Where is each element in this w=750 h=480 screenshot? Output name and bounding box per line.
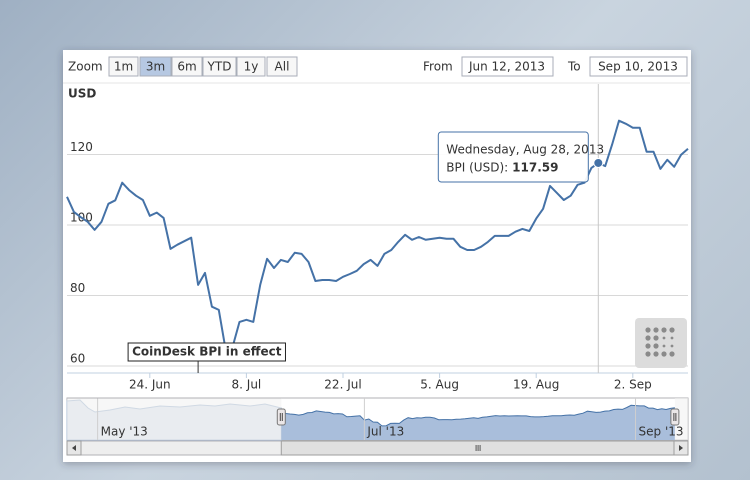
price-line <box>66 119 689 352</box>
flag-text: CoinDesk BPI in effect <box>132 345 282 359</box>
range-button-label[interactable]: 3m <box>146 60 165 74</box>
range-button-label[interactable]: 1m <box>114 60 133 74</box>
navigator-line <box>281 404 675 427</box>
range-button[interactable] <box>108 56 139 77</box>
tooltip-box <box>437 131 589 183</box>
navigator-area <box>281 405 675 440</box>
tooltip-label: BPI (USD): <box>446 161 508 175</box>
from-label: From <box>423 60 453 74</box>
y-tick-label: 80 <box>70 281 85 295</box>
export-button[interactable] <box>635 318 687 368</box>
range-button[interactable] <box>266 56 298 77</box>
hover-marker <box>593 157 604 168</box>
to-input[interactable] <box>589 56 688 77</box>
navigator-mask <box>67 398 282 440</box>
range-button <box>236 56 266 77</box>
to-label: To <box>567 60 581 74</box>
range-button-label: YTD <box>207 60 232 74</box>
navigator-handle[interactable] <box>276 408 286 426</box>
flag-box <box>127 342 286 362</box>
y-tick-label: 60 <box>70 351 85 365</box>
export-bg[interactable] <box>635 318 687 368</box>
navigator-tick-label: Sep '13 <box>639 425 684 439</box>
navigator-handle[interactable] <box>670 408 680 426</box>
range-button[interactable] <box>139 56 172 77</box>
x-tick-label: 8. Jul <box>232 378 262 392</box>
y-axis-title: USD <box>68 87 96 101</box>
scroll-right-arrow <box>679 445 683 451</box>
x-tick-label: 2. Sep <box>614 378 652 392</box>
to-date[interactable]: Sep 10, 2013 <box>598 60 678 74</box>
scroll-left-arrow <box>72 445 76 451</box>
x-tick-label: 24. Jun <box>129 378 171 392</box>
x-tick-label: 22. Jul <box>324 378 361 392</box>
range-button-label: 1y <box>244 60 259 74</box>
range-button-label: 6m <box>177 60 196 74</box>
y-tick-label: 120 <box>70 140 93 154</box>
zoom-label: Zoom <box>68 60 103 74</box>
panel <box>63 50 691 462</box>
range-button-label[interactable]: All <box>275 60 290 74</box>
x-tick-label: 5. Aug <box>420 378 459 392</box>
navigator-tick-label: Jul '13 <box>366 425 404 439</box>
navigator-mask <box>674 398 688 440</box>
tooltip-date: Wednesday, Aug 28, 2013 <box>446 143 604 157</box>
tooltip-value: 117.59 <box>512 161 558 175</box>
range-button <box>171 56 203 77</box>
navigator-tick-label: May '13 <box>101 425 148 439</box>
range-button <box>202 56 237 77</box>
from-input[interactable] <box>461 56 554 77</box>
from-date[interactable]: Jun 12, 2013 <box>468 60 545 74</box>
x-tick-label: 19. Aug <box>513 378 559 392</box>
